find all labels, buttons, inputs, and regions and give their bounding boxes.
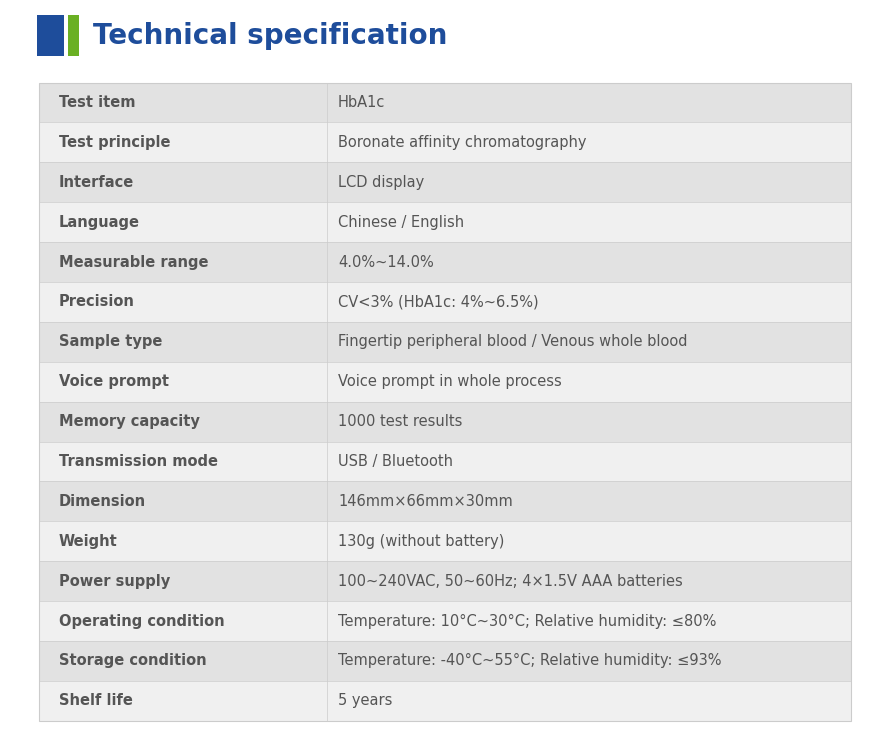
Text: Storage condition: Storage condition: [59, 654, 206, 668]
FancyBboxPatch shape: [39, 601, 851, 641]
Text: Power supply: Power supply: [59, 573, 170, 589]
Text: Sample type: Sample type: [59, 335, 162, 349]
Text: Boronate affinity chromatography: Boronate affinity chromatography: [338, 135, 587, 150]
Text: Test item: Test item: [59, 95, 135, 110]
FancyBboxPatch shape: [37, 15, 64, 56]
Text: Language: Language: [59, 214, 140, 230]
Text: 5 years: 5 years: [338, 694, 392, 708]
Text: 100~240VAC, 50~60Hz; 4×1.5V AAA batteries: 100~240VAC, 50~60Hz; 4×1.5V AAA batterie…: [338, 573, 683, 589]
Text: Weight: Weight: [59, 534, 117, 549]
Text: Chinese / English: Chinese / English: [338, 214, 464, 230]
Text: Measurable range: Measurable range: [59, 254, 208, 270]
FancyBboxPatch shape: [39, 162, 851, 202]
FancyBboxPatch shape: [39, 641, 851, 681]
Text: 130g (without battery): 130g (without battery): [338, 534, 505, 549]
Text: Temperature: 10°C~30°C; Relative humidity: ≤80%: Temperature: 10°C~30°C; Relative humidit…: [338, 614, 716, 629]
Text: Shelf life: Shelf life: [59, 694, 133, 708]
FancyBboxPatch shape: [39, 681, 851, 721]
Text: Interface: Interface: [59, 175, 134, 189]
FancyBboxPatch shape: [39, 322, 851, 362]
Text: Dimension: Dimension: [59, 494, 146, 509]
FancyBboxPatch shape: [39, 521, 851, 562]
FancyBboxPatch shape: [39, 83, 851, 122]
Text: Memory capacity: Memory capacity: [59, 414, 199, 429]
Text: Technical specification: Technical specification: [93, 22, 448, 49]
Text: 1000 test results: 1000 test results: [338, 414, 463, 429]
Text: Transmission mode: Transmission mode: [59, 454, 218, 469]
Text: LCD display: LCD display: [338, 175, 425, 189]
Text: Voice prompt: Voice prompt: [59, 374, 169, 389]
Text: HbA1c: HbA1c: [338, 95, 385, 110]
FancyBboxPatch shape: [39, 562, 851, 601]
FancyBboxPatch shape: [39, 481, 851, 521]
Text: 146mm×66mm×30mm: 146mm×66mm×30mm: [338, 494, 513, 509]
Text: Temperature: -40°C~55°C; Relative humidity: ≤93%: Temperature: -40°C~55°C; Relative humidi…: [338, 654, 722, 668]
Text: Test principle: Test principle: [59, 135, 170, 150]
FancyBboxPatch shape: [39, 122, 851, 162]
FancyBboxPatch shape: [39, 242, 851, 282]
Text: Precision: Precision: [59, 295, 134, 310]
Text: 4.0%~14.0%: 4.0%~14.0%: [338, 254, 433, 270]
Text: Fingertip peripheral blood / Venous whole blood: Fingertip peripheral blood / Venous whol…: [338, 335, 687, 349]
FancyBboxPatch shape: [39, 202, 851, 242]
Text: USB / Bluetooth: USB / Bluetooth: [338, 454, 453, 469]
Text: Operating condition: Operating condition: [59, 614, 224, 629]
Text: CV<3% (HbA1c: 4%~6.5%): CV<3% (HbA1c: 4%~6.5%): [338, 295, 538, 310]
FancyBboxPatch shape: [39, 362, 851, 402]
FancyBboxPatch shape: [68, 15, 79, 56]
Text: Voice prompt in whole process: Voice prompt in whole process: [338, 374, 562, 389]
FancyBboxPatch shape: [39, 282, 851, 322]
FancyBboxPatch shape: [39, 402, 851, 441]
FancyBboxPatch shape: [39, 441, 851, 481]
